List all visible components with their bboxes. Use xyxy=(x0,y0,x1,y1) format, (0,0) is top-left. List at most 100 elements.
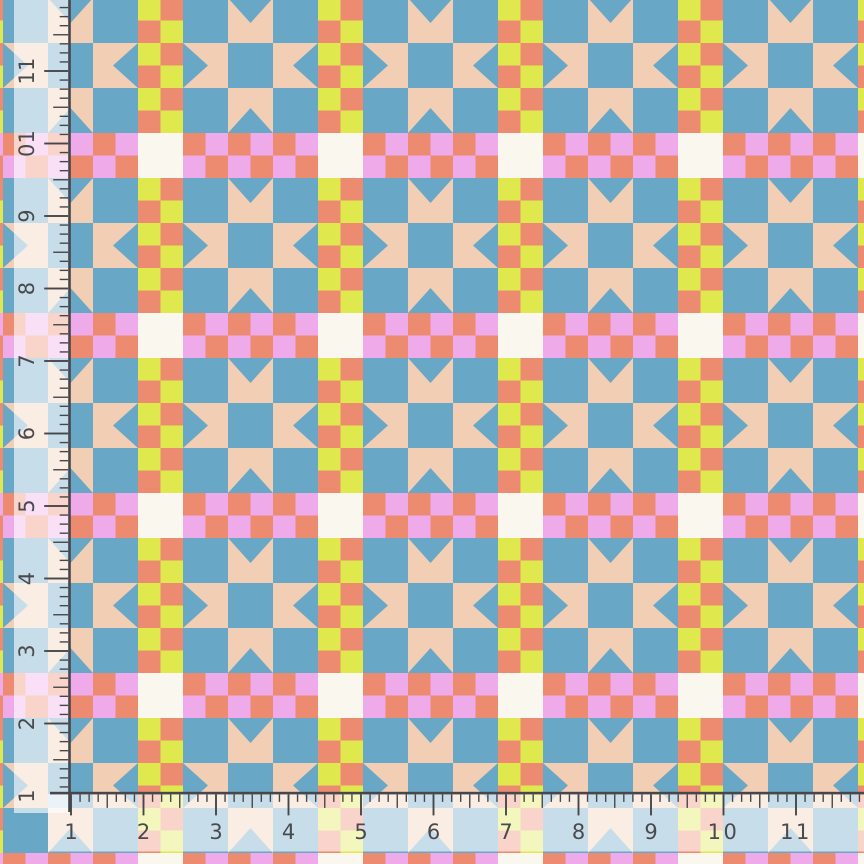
horizontal-strip-cell xyxy=(115,335,138,358)
vertical-strip-cell xyxy=(318,583,341,606)
vertical-ruler-line xyxy=(68,0,71,812)
vertical-strip-cell xyxy=(0,740,3,763)
horizontal-strip-cell xyxy=(813,313,836,336)
horizontal-strip-cell xyxy=(115,155,138,178)
vertical-strip-cell xyxy=(318,403,341,426)
horizontal-ruler-tick xyxy=(668,794,670,802)
horizontal-strip-cell xyxy=(0,313,3,336)
star-point-triangle xyxy=(113,403,138,448)
horizontal-ruler-tick xyxy=(441,794,444,802)
vertical-strip-cell xyxy=(340,358,363,381)
vertical-strip-cell xyxy=(138,538,161,561)
horizontal-ruler-number: 2 xyxy=(137,820,150,844)
vertical-strip-cell xyxy=(160,740,183,763)
horizontal-strip-cell xyxy=(633,493,656,516)
vertical-strip-cell xyxy=(520,470,543,493)
horizontal-strip-cell xyxy=(655,313,678,336)
vertical-strip-cell xyxy=(160,268,183,291)
horizontal-strip-cell xyxy=(93,673,116,696)
horizontal-strip-cell xyxy=(835,493,858,516)
vertical-strip-cell xyxy=(160,583,183,606)
horizontal-strip-cell xyxy=(205,155,228,178)
vertical-ruler-tick xyxy=(53,614,69,616)
strip-intersection-square xyxy=(498,133,543,178)
horizontal-strip-cell xyxy=(655,673,678,696)
vertical-ruler-tick xyxy=(59,704,69,707)
star-point-triangle xyxy=(293,583,318,628)
horizontal-strip-cell xyxy=(835,695,858,718)
vertical-strip-cell xyxy=(0,718,3,741)
star-point-triangle xyxy=(588,178,633,203)
vertical-ruler-tick xyxy=(59,695,69,698)
horizontal-strip-cell xyxy=(835,853,858,864)
horizontal-strip-cell xyxy=(70,493,93,516)
strip-intersection-square xyxy=(138,133,183,178)
horizontal-strip-cell xyxy=(228,313,251,336)
horizontal-strip-cell xyxy=(93,155,116,178)
vertical-ruler-tick xyxy=(59,24,69,27)
horizontal-strip-cell xyxy=(363,133,386,156)
star-point-triangle xyxy=(653,403,678,448)
horizontal-strip-cell xyxy=(813,853,836,864)
vertical-strip-cell xyxy=(160,43,183,66)
horizontal-strip-cell xyxy=(273,155,296,178)
horizontal-strip-cell xyxy=(790,515,813,538)
star-point-triangle xyxy=(473,43,498,88)
horizontal-strip-cell xyxy=(790,335,813,358)
vertical-strip-cell xyxy=(498,650,521,673)
horizontal-ruler-tick xyxy=(831,794,833,808)
horizontal-strip-cell xyxy=(385,515,408,538)
horizontal-ruler-number: 9 xyxy=(644,820,657,844)
horizontal-ruler-tick xyxy=(813,794,815,802)
vertical-ruler-tick xyxy=(59,595,69,598)
star-point-triangle xyxy=(589,0,632,23)
star-point-triangle xyxy=(653,43,678,88)
vertical-strip-cell xyxy=(318,560,341,583)
vertical-ruler-tick xyxy=(53,34,69,36)
horizontal-strip-cell xyxy=(588,853,611,864)
vertical-strip-cell xyxy=(678,178,701,201)
vertical-strip-cell xyxy=(520,560,543,583)
horizontal-strip-cell xyxy=(0,133,3,156)
vertical-ruler-tick xyxy=(59,532,69,534)
horizontal-strip-cell xyxy=(768,515,791,538)
horizontal-strip-cell xyxy=(655,155,678,178)
horizontal-strip-cell xyxy=(453,673,476,696)
horizontal-strip-cell xyxy=(228,853,251,864)
vertical-strip-cell xyxy=(498,43,521,66)
horizontal-strip-cell xyxy=(723,133,746,156)
horizontal-strip-cell xyxy=(565,695,588,718)
vertical-strip-cell xyxy=(340,200,363,223)
horizontal-ruler-tick xyxy=(478,794,480,802)
horizontal-strip-cell xyxy=(453,853,476,864)
horizontal-ruler-tick xyxy=(224,794,226,802)
vertical-ruler-tick xyxy=(59,52,69,54)
horizontal-strip-cell xyxy=(48,853,71,864)
vertical-ruler-tick xyxy=(59,740,69,743)
vertical-strip-cell xyxy=(138,0,161,21)
horizontal-ruler-tick xyxy=(768,794,770,802)
vertical-strip-cell xyxy=(160,65,183,88)
vertical-strip-cell xyxy=(138,178,161,201)
horizontal-strip-cell xyxy=(768,493,791,516)
horizontal-strip-cell xyxy=(385,133,408,156)
vertical-strip-cell xyxy=(678,448,701,471)
strip-intersection-square xyxy=(858,673,864,718)
vertical-strip-cell xyxy=(0,650,3,673)
star-point-triangle xyxy=(723,583,748,628)
vertical-ruler-tick xyxy=(59,623,69,625)
vertical-ruler-tick xyxy=(53,396,69,398)
horizontal-strip-cell xyxy=(408,673,431,696)
horizontal-strip-cell xyxy=(0,853,3,864)
horizontal-ruler-number: 11 xyxy=(780,820,812,844)
horizontal-strip-cell xyxy=(430,853,453,864)
vertical-ruler-tick xyxy=(59,278,69,281)
horizontal-ruler-tick xyxy=(695,794,698,802)
horizontal-strip-cell xyxy=(0,673,3,696)
vertical-strip-cell xyxy=(340,470,363,493)
horizontal-strip-cell xyxy=(228,133,251,156)
vertical-strip-cell xyxy=(858,200,864,223)
vertical-ruler-tick xyxy=(59,450,69,453)
vertical-strip-cell xyxy=(138,740,161,763)
vertical-strip-cell xyxy=(520,380,543,403)
